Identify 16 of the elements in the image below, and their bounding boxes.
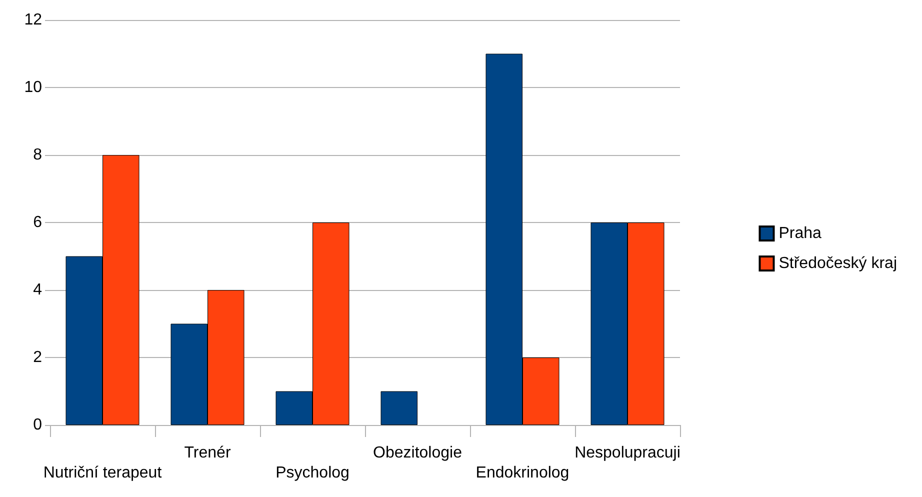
- x-tick-label: Nespolupracuji: [574, 444, 680, 462]
- y-tick-label: 6: [33, 214, 42, 231]
- legend-label: Středočeský kraj: [778, 255, 897, 272]
- x-tick-label: Nutriční terapeut: [43, 464, 162, 482]
- y-tick-label: 10: [24, 79, 42, 96]
- x-tick-label: Trenér: [184, 444, 232, 462]
- y-tick-label: 4: [33, 282, 42, 298]
- x-tick-label: Endokrinolog: [476, 464, 570, 482]
- legend-label: Praha: [778, 225, 822, 242]
- x-tick-label: Psycholog: [276, 464, 350, 482]
- bar: [380, 391, 418, 425]
- y-tick-label: 12: [24, 12, 42, 28]
- x-tick-label: Obezitologie: [373, 444, 462, 462]
- y-tick-label: 0: [33, 416, 42, 434]
- y-tick-label: 8: [33, 146, 42, 164]
- y-tick-label: 2: [33, 349, 42, 366]
